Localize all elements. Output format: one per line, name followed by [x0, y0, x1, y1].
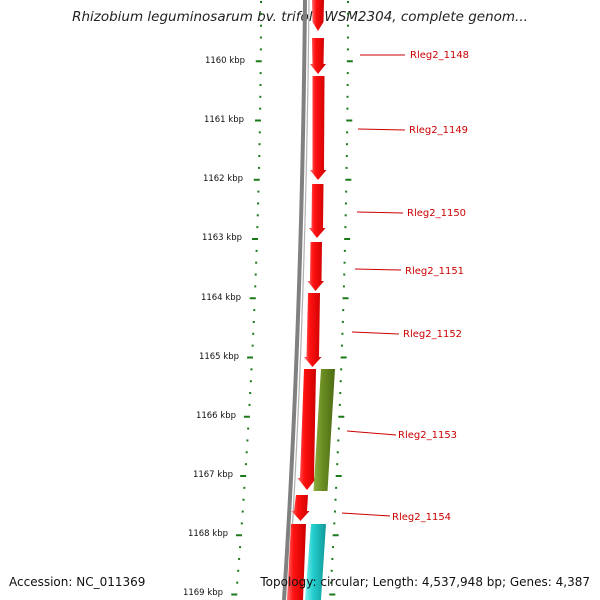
ruler-labels: 1160 kbp 1161 kbp 1162 kbp 1163 kbp 1164… — [183, 56, 245, 598]
gene-label-rleg2-1151[interactable]: Rleg2_1151 — [405, 266, 464, 277]
gene-label-rleg2-1149[interactable]: Rleg2_1149 — [409, 125, 468, 136]
olive-feature-block[interactable] — [313, 369, 336, 491]
right-ruler — [329, 1, 353, 596]
backbone-outer — [282, 0, 307, 600]
gene-label-rleg2-1150[interactable]: Rleg2_1150 — [407, 208, 466, 219]
tick-label-1169: 1169 kbp — [183, 588, 223, 598]
gene-arrow-bottom-partial[interactable] — [287, 524, 306, 600]
gene-arrow-rleg2-1151[interactable] — [307, 242, 325, 291]
accession-text: Accession: NC_011369 — [9, 575, 146, 589]
feature-track — [305, 369, 335, 600]
left-ruler — [231, 1, 262, 596]
gene-label-lines — [341, 54, 406, 517]
gene-arrow-rleg2-1152[interactable] — [304, 293, 322, 367]
tick-label-1164: 1164 kbp — [201, 293, 241, 303]
gene-arrow-rleg2-1153[interactable] — [297, 369, 317, 490]
gene-arrow-rleg2-1149[interactable] — [310, 76, 327, 180]
gene-label-rleg2-1148[interactable]: Rleg2_1148 — [410, 50, 469, 61]
gene-label-rleg2-1153[interactable]: Rleg2_1153 — [398, 430, 457, 441]
gene-label-rleg2-1152[interactable]: Rleg2_1152 — [403, 329, 462, 340]
topology-summary: Topology: circular; Length: 4,537,948 bp… — [260, 575, 590, 589]
gene-arrow-rleg2-1150[interactable] — [309, 184, 326, 238]
tick-label-1162: 1162 kbp — [203, 174, 243, 184]
gene-label-rleg2-1154[interactable]: Rleg2_1154 — [392, 512, 451, 523]
gene-arrow-top-partial[interactable] — [312, 0, 324, 31]
tick-label-1165: 1165 kbp — [199, 352, 239, 362]
tick-label-1168: 1168 kbp — [188, 529, 228, 539]
backbone-inner — [287, 0, 310, 600]
tick-label-1166: 1166 kbp — [196, 411, 236, 421]
tick-label-1160: 1160 kbp — [205, 56, 245, 66]
cyan-feature-block[interactable] — [305, 524, 326, 600]
gene-track — [287, 0, 327, 600]
tick-label-1167: 1167 kbp — [193, 470, 233, 480]
gene-arrow-rleg2-1148[interactable] — [310, 38, 326, 74]
map-title: Rhizobium leguminosarum bv. trifolii WSM… — [72, 9, 528, 25]
gene-arrow-rleg2-1154[interactable] — [291, 495, 310, 521]
gene-labels: Rleg2_1148 Rleg2_1149 Rleg2_1150 Rleg2_1… — [392, 50, 469, 523]
tick-label-1163: 1163 kbp — [202, 233, 242, 243]
tick-label-1161: 1161 kbp — [204, 115, 244, 125]
